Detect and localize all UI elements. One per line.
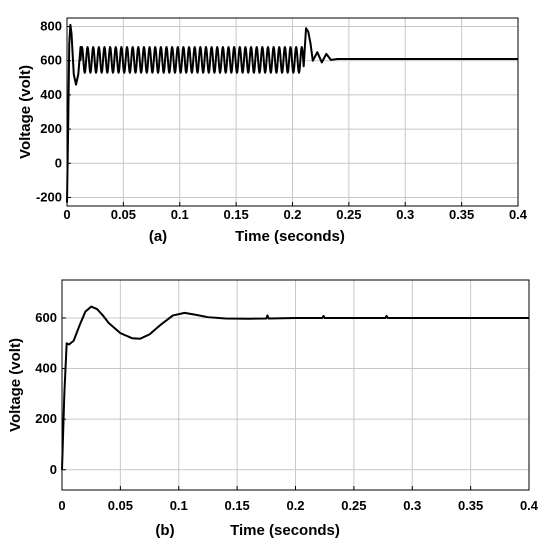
x-tick-label: 0 [63,207,70,222]
voltage-series-line [66,23,518,203]
y-tick-label: 0 [50,462,57,477]
x-tick-label: 0.2 [286,498,304,513]
y-axis-label: Voltage (volt) [17,65,34,159]
x-tick-label: 0.35 [449,207,474,222]
x-tick-label: 0.4 [509,207,528,222]
y-axis-label: Voltage (volt) [7,338,24,432]
x-tick-label: 0.2 [283,207,301,222]
y-tick-label: 800 [40,19,62,34]
x-tick-label: 0.25 [341,498,366,513]
x-tick-label: 0.3 [396,207,414,222]
x-axis-label: Time (seconds) [235,228,345,245]
y-tick-label: -200 [36,189,62,204]
x-axis-label: Time (seconds) [230,522,340,539]
x-tick-label: 0.05 [108,498,133,513]
y-tick-label: 200 [35,411,57,426]
x-tick-label: 0.4 [520,498,539,513]
x-tick-label: 0.25 [336,207,361,222]
y-tick-label: 400 [40,87,62,102]
x-tick-label: 0 [58,498,65,513]
y-tick-label: 600 [40,53,62,68]
x-tick-label: 0.15 [223,207,248,222]
x-tick-label: 0.05 [111,207,136,222]
y-tick-label: 0 [55,155,62,170]
chart-b: 0 0.05 0.1 0.15 0.2 0.25 0.3 0.35 0.4 0 200 400 600 T… [7,279,539,539]
y-tick-label: 200 [40,121,62,136]
panel-label: (b) [155,522,174,539]
voltage-series-line [61,305,529,470]
y-tick-label: 400 [35,361,57,376]
x-tick-label: 0.1 [170,498,188,513]
x-tick-label: 0.1 [171,207,189,222]
y-tick-label: 600 [35,310,57,325]
x-tick-label: 0.3 [403,498,421,513]
x-tick-label: 0.35 [458,498,483,513]
chart-a: 0 0.05 0.1 0.15 0.2 0.25 0.3 0.35 0.4-2000200400… [17,17,528,245]
x-tick-label: 0.15 [224,498,249,513]
panel-label: (a) [149,228,167,245]
